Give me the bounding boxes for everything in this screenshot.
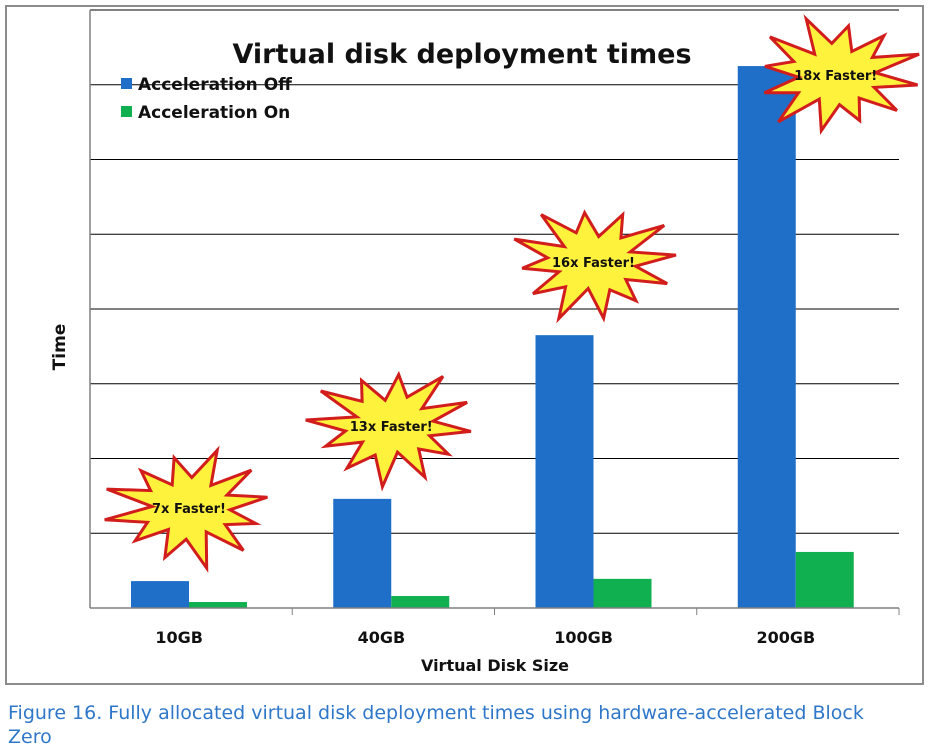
speedup-label: 18x Faster!	[794, 69, 877, 84]
speedup-label: 7x Faster!	[152, 502, 226, 517]
starburst-shape	[763, 14, 920, 135]
bar-acceleration-off-200gb	[737, 66, 796, 608]
bar-chart: Virtual disk deployment times 10GB 40GB 10…	[50, 9, 920, 675]
axes	[89, 10, 900, 615]
starburst-shape	[513, 209, 677, 324]
x-tick-label: 40GB	[358, 628, 406, 647]
gridlines	[90, 9, 899, 534]
bar-acceleration-on-200gb	[795, 551, 854, 608]
bar-acceleration-off-10gb	[131, 581, 189, 608]
legend-swatch	[121, 106, 132, 117]
bar-acceleration-on-10gb	[189, 602, 247, 608]
bar-acceleration-off-40gb	[333, 498, 392, 608]
legend-swatch	[121, 78, 132, 89]
legend-label: Acceleration On	[138, 103, 290, 123]
x-tick-label: 10GB	[155, 628, 203, 647]
bar-acceleration-on-100gb	[593, 578, 652, 608]
x-tick-labels: 10GB 40GB 100GB 200GB	[155, 628, 815, 647]
speedup-annotations: 7x Faster! 13x Faster! 16x Faster! 18x Fast…	[104, 14, 920, 573]
x-tick-label: 200GB	[757, 628, 816, 647]
bar-acceleration-off-100gb	[535, 335, 594, 608]
chart-title: Virtual disk deployment times	[232, 39, 691, 70]
chart-frame: Virtual disk deployment times 10GB 40GB 10…	[5, 5, 924, 685]
bar-acceleration-on-40gb	[391, 596, 450, 608]
x-tick-label: 100GB	[554, 628, 613, 647]
speedup-label: 16x Faster!	[552, 256, 635, 271]
legend-label: Acceleration Off	[138, 75, 292, 95]
bars	[131, 66, 854, 608]
x-axis-label: Virtual Disk Size	[421, 656, 569, 675]
legend: Acceleration Off Acceleration On	[121, 75, 292, 123]
starburst-shape	[305, 370, 472, 492]
starburst-shape	[104, 445, 268, 573]
figure-caption: Figure 16. Fully allocated virtual disk …	[8, 702, 864, 748]
speedup-label: 13x Faster!	[350, 420, 433, 435]
y-axis-label: Time	[50, 324, 70, 371]
